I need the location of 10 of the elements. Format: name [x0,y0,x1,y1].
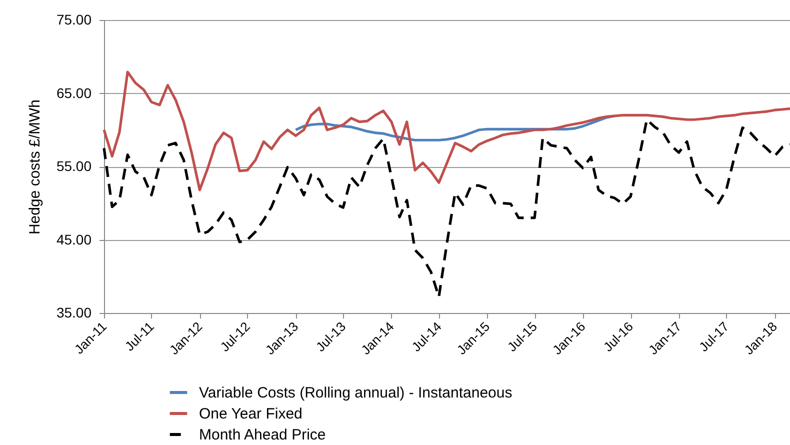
legend-label: One Year Fixed [199,406,302,422]
y-tick-label: 35.00 [56,304,92,320]
y-axis-title: Hedge costs £/MWh [26,99,44,235]
line-series [102,70,790,192]
y-tick-label: 45.00 [56,231,92,248]
y-tick-label: 75.00 [56,12,92,28]
legend-label: Variable Costs (Rolling annual) - Instantaneous [199,384,512,402]
y-tick-label: 65.00 [56,84,92,101]
legend-label: Month Ahead Price [199,426,326,444]
y-tick-label: 55.00 [56,158,92,174]
